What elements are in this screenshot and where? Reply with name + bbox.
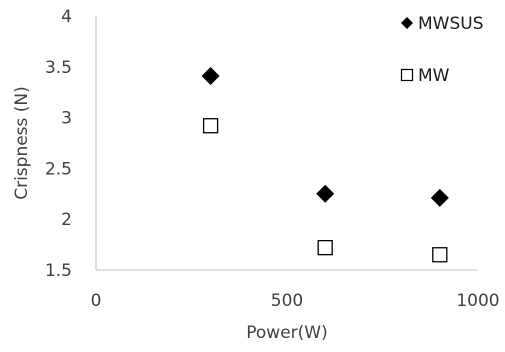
data-markers xyxy=(201,66,449,263)
axes xyxy=(95,16,478,271)
y-tick-label: 3 xyxy=(61,109,72,129)
y-axis-title: Crispness (N) xyxy=(12,86,32,200)
mw-data-point xyxy=(317,239,333,256)
y-tick-label: 3.5 xyxy=(45,58,72,78)
mwsus-data-point xyxy=(316,184,335,203)
y-tick-label: 1.5 xyxy=(45,261,72,281)
mw-data-point xyxy=(202,118,219,134)
mwsus-data-point xyxy=(430,188,449,207)
legend: MWSUS MW xyxy=(400,14,484,86)
y-tick-label: 4 xyxy=(61,7,72,27)
mw-data-point xyxy=(432,247,448,263)
legend-square-icon xyxy=(400,68,414,82)
y-tick-labels: 1.5 2 2.5 3 3.5 4 xyxy=(45,7,72,281)
y-tick-label: 2.5 xyxy=(45,159,72,179)
y-tick-label: 2 xyxy=(61,210,72,230)
legend-item-mw: MW xyxy=(400,66,450,86)
legend-label-mwsus: MWSUS xyxy=(418,14,484,34)
x-axis-title: Power(W) xyxy=(246,323,327,343)
x-tick-labels: 0 500 1000 xyxy=(91,291,500,311)
x-tick-label: 1000 xyxy=(456,291,499,311)
legend-diamond-icon xyxy=(401,17,413,29)
x-tick-label: 0 xyxy=(91,291,102,311)
legend-item-mwsus: MWSUS xyxy=(401,14,484,34)
legend-label-mw: MW xyxy=(418,66,450,86)
mwsus-data-point xyxy=(201,66,220,85)
x-tick-label: 500 xyxy=(271,291,303,311)
